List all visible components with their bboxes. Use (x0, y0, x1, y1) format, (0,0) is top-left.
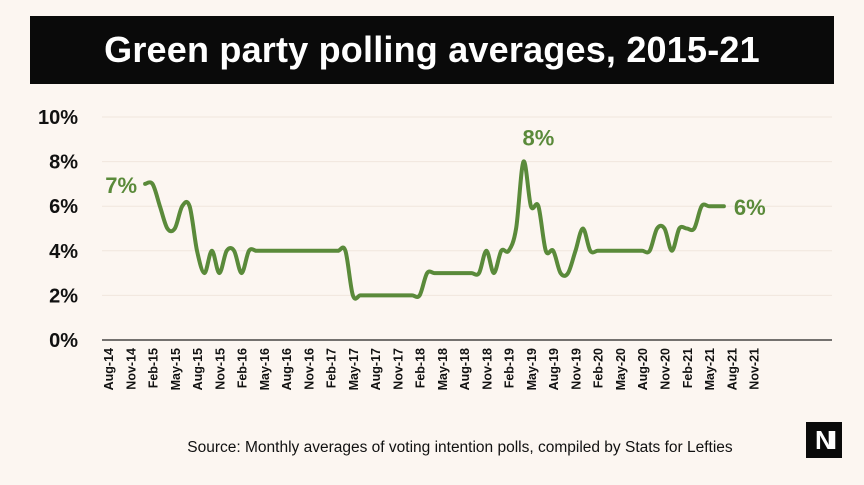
x-tick-label: Feb-18 (414, 348, 428, 388)
x-tick-label: May-21 (703, 348, 717, 390)
y-tick-label: 6% (49, 196, 78, 218)
x-tick-label: May-19 (525, 348, 539, 390)
x-tick-label: Aug-19 (547, 348, 561, 390)
x-tick-label: Nov-15 (213, 348, 227, 390)
x-tick-label: Aug-20 (636, 348, 650, 390)
x-tick-label: Nov-21 (748, 348, 762, 390)
y-tick-label: 8% (49, 152, 78, 174)
x-tick-label: Aug-21 (725, 348, 739, 390)
y-tick-label: 0% (49, 330, 78, 352)
x-tick-label: Feb-17 (325, 348, 339, 388)
data-label: 8% (522, 126, 554, 151)
series-line (143, 159, 726, 301)
title-banner: Green party polling averages, 2015-21 (30, 16, 834, 84)
x-tick-label: Nov-19 (569, 348, 583, 390)
x-tick-label: Nov-16 (302, 348, 316, 390)
data-label: 6% (734, 195, 766, 220)
x-tick-label: Aug-18 (458, 348, 472, 390)
x-tick-label: Feb-21 (681, 348, 695, 388)
x-tick-label: Aug-15 (191, 348, 205, 390)
x-tick-label: May-16 (258, 348, 272, 390)
x-tick-label: May-20 (614, 348, 628, 390)
logo: NI (806, 422, 842, 458)
y-tick-label: 10% (38, 107, 78, 129)
x-tick-label: Nov-18 (480, 348, 494, 390)
x-tick-label: Nov-14 (124, 348, 138, 390)
x-tick-label: May-18 (436, 348, 450, 390)
x-tick-label: Aug-16 (280, 348, 294, 390)
x-tick-label: Feb-15 (147, 348, 161, 388)
source-note: Source: Monthly averages of voting inten… (187, 439, 733, 456)
logo-mark: NI (815, 425, 837, 455)
x-tick-label: Feb-16 (236, 348, 250, 388)
x-tick-label: Nov-20 (659, 348, 673, 390)
x-tick-label: May-17 (347, 348, 361, 390)
y-tick-label: 4% (49, 241, 78, 263)
x-tick-label: Aug-17 (369, 348, 383, 390)
y-tick-label: 2% (49, 285, 78, 307)
x-tick-label: May-15 (169, 348, 183, 390)
data-label: 7% (105, 173, 137, 198)
x-tick-label: Feb-19 (503, 348, 517, 388)
x-tick-label: Aug-14 (102, 348, 116, 390)
x-tick-label: Nov-17 (391, 348, 405, 390)
x-tick-label: Feb-20 (592, 348, 606, 388)
chart-title: Green party polling averages, 2015-21 (104, 29, 760, 70)
